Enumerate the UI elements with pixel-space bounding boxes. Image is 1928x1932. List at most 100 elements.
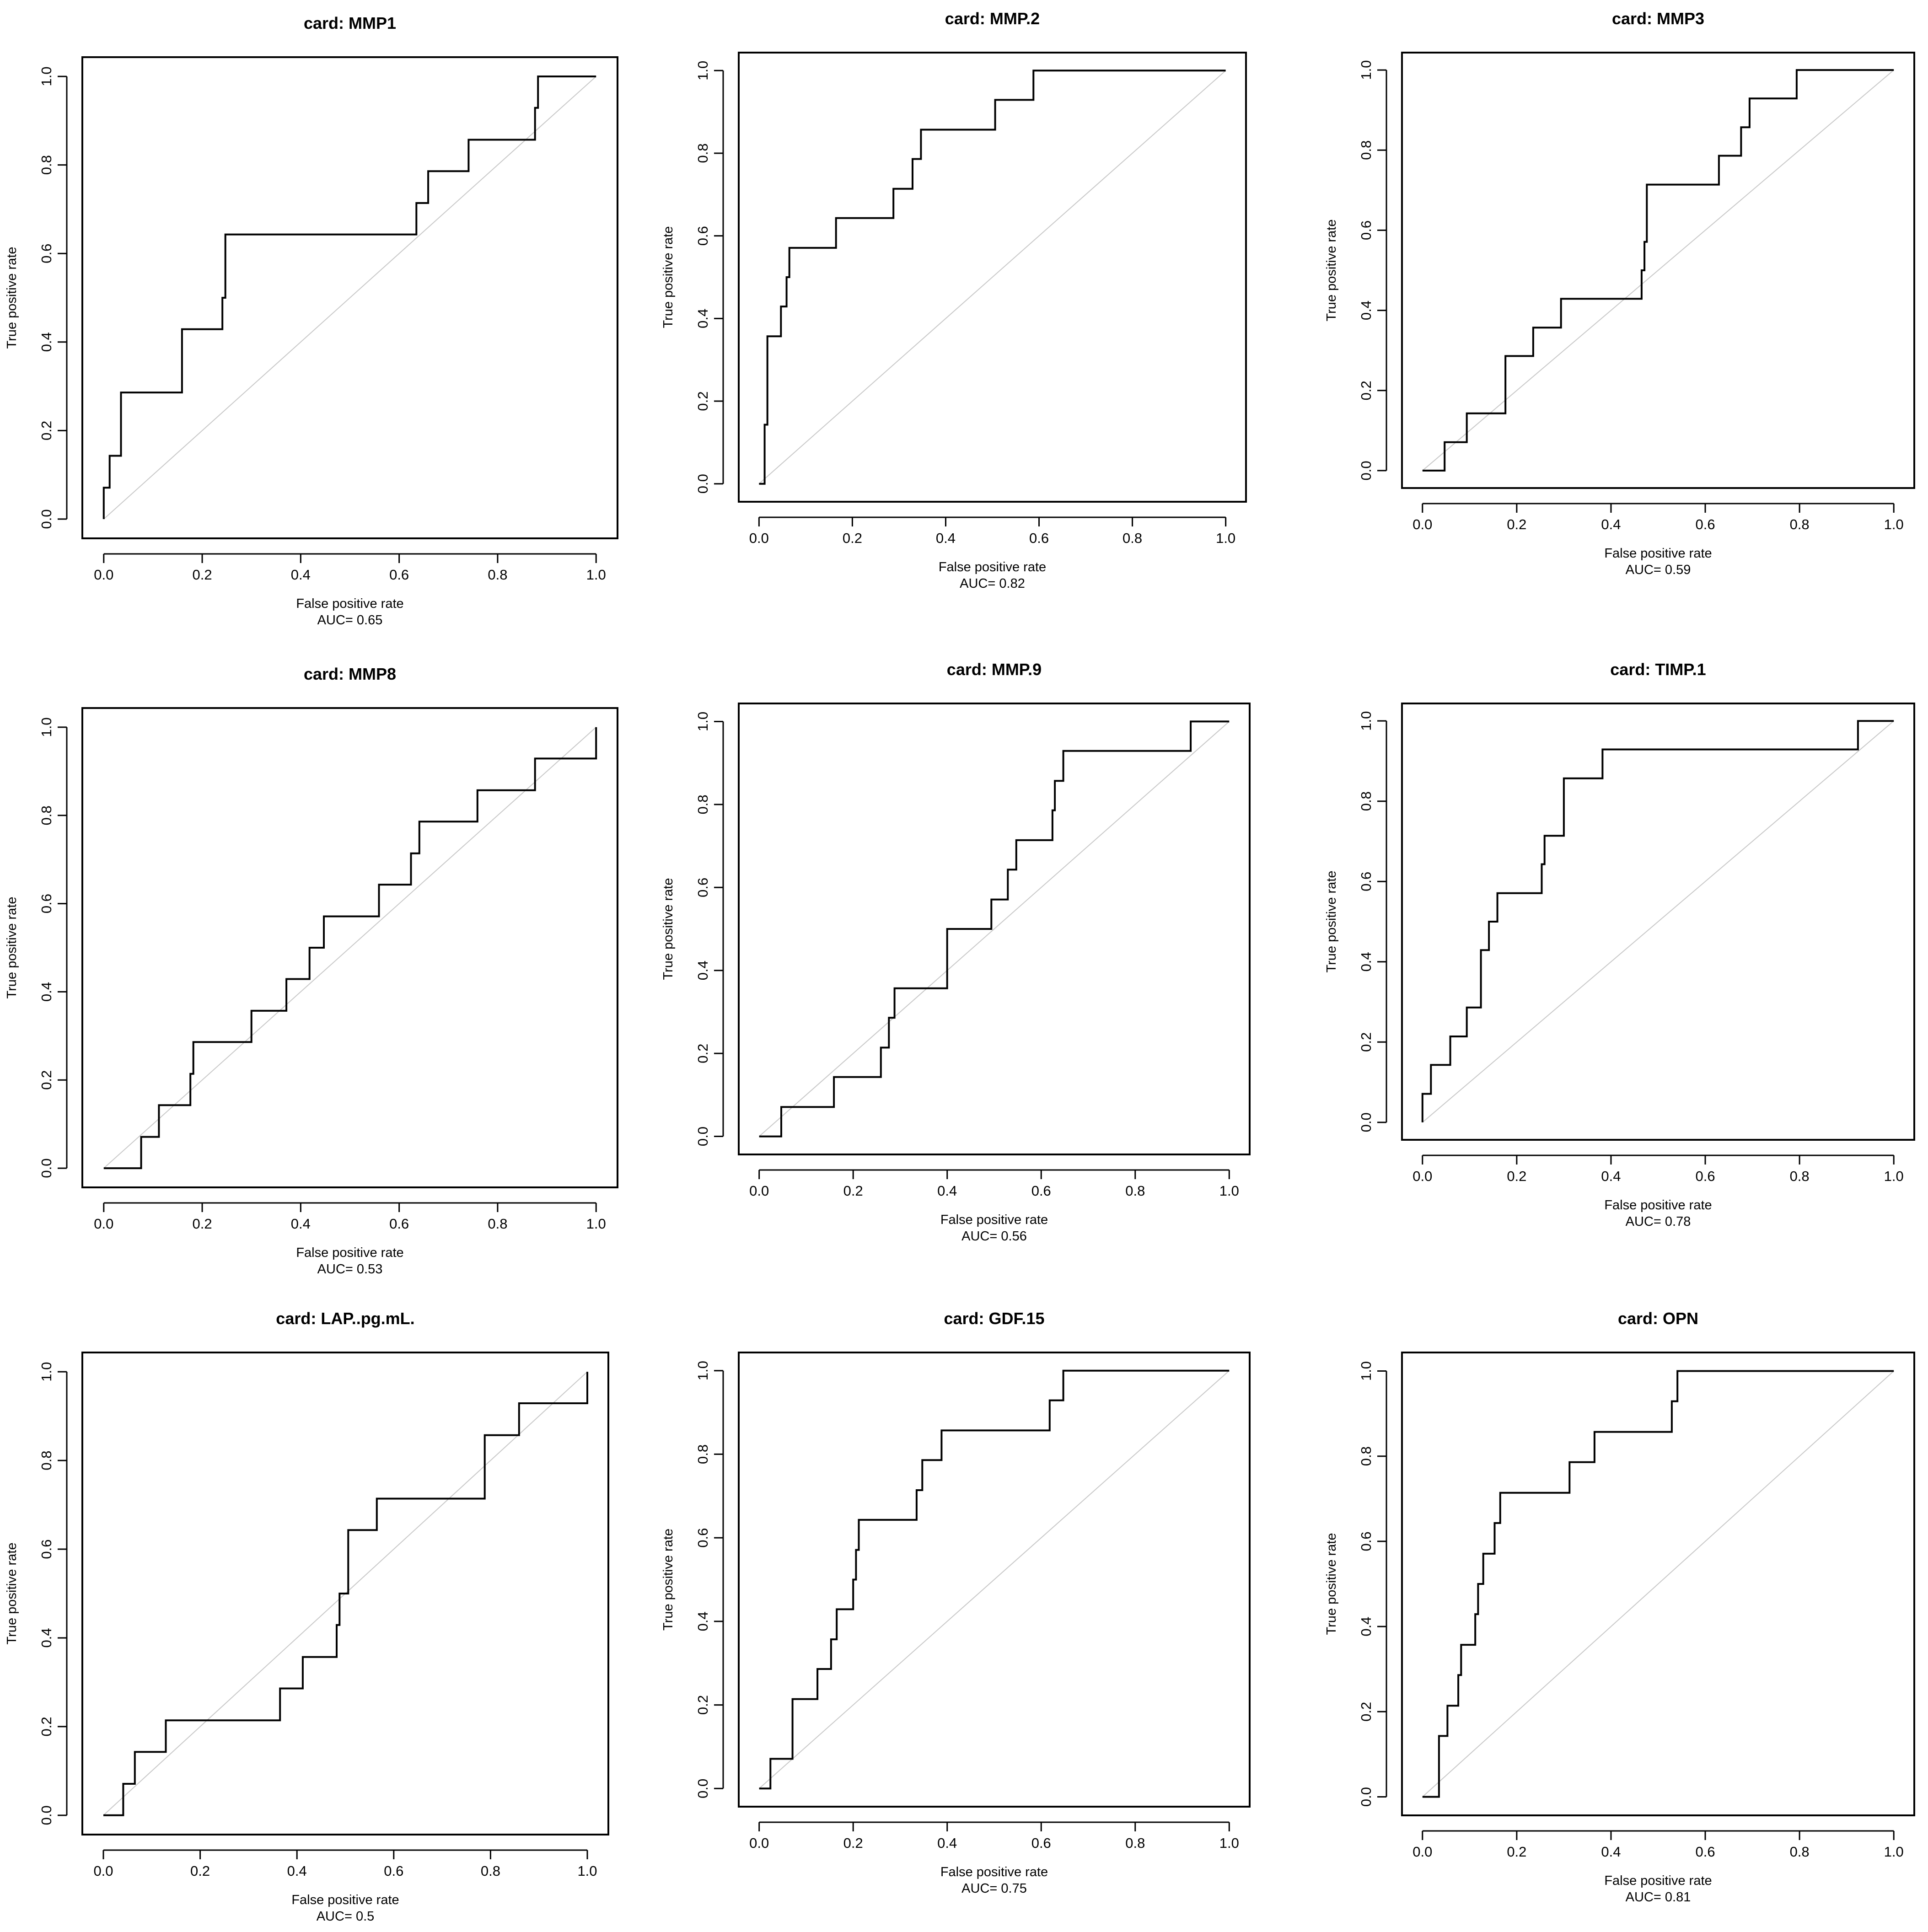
x-axis-label: False positive rate	[291, 1893, 399, 1907]
chance-diagonal	[103, 727, 596, 1169]
roc-curve	[759, 1369, 1230, 1790]
y-tick-label: 1.0	[1358, 711, 1374, 731]
auc-label: AUC= 0.75	[961, 1881, 1027, 1896]
x-axis-label: False positive rate	[939, 560, 1046, 574]
y-tick-label: 0.2	[1358, 1032, 1374, 1052]
roc-curve	[1422, 1370, 1894, 1798]
x-tick-label: 0.0	[94, 1216, 113, 1232]
x-tick-label: 0.4	[287, 1863, 307, 1879]
y-tick-label: 0.4	[38, 982, 54, 1002]
y-tick-label: 0.0	[695, 1779, 711, 1798]
y-tick-label: 1.0	[695, 1361, 711, 1380]
chart-title: card: MMP8	[304, 665, 396, 683]
y-tick-label: 0.0	[38, 1805, 54, 1825]
x-tick-label: 0.2	[1507, 1844, 1526, 1860]
x-tick-label: 1.0	[1219, 1835, 1239, 1851]
y-tick-label: 0.2	[1358, 1702, 1374, 1722]
auc-label: AUC= 0.56	[961, 1229, 1027, 1244]
roc-curve	[759, 70, 1226, 485]
plot-frame	[1401, 703, 1915, 1141]
y-tick-label: 0.0	[695, 1127, 711, 1146]
x-tick-label: 0.8	[481, 1863, 500, 1879]
y-tick-label: 0.8	[695, 794, 711, 814]
y-tick-label: 0.6	[695, 878, 711, 897]
y-axis-label: True positive rate	[661, 226, 676, 328]
y-tick-label: 0.8	[695, 1444, 711, 1464]
y-axis-label: True positive rate	[661, 1529, 676, 1631]
y-tick-label: 0.2	[695, 1695, 711, 1715]
chart-title: card: OPN	[1618, 1309, 1698, 1328]
y-tick-label: 1.0	[1358, 1361, 1374, 1381]
chance-diagonal	[1422, 1370, 1894, 1798]
x-tick-label: 0.6	[389, 567, 409, 583]
x-tick-label: 1.0	[1219, 1183, 1239, 1199]
x-tick-label: 0.4	[1601, 1844, 1621, 1860]
chance-diagonal	[759, 1370, 1230, 1789]
x-axis-label: False positive rate	[296, 596, 403, 611]
x-tick-label: 0.6	[1695, 1844, 1715, 1860]
y-tick-label: 0.4	[1358, 1617, 1374, 1637]
y-tick-label: 0.6	[38, 1539, 54, 1559]
roc-panel-8: card: GDF.15 0.0 0.2 0.4 0.6 0.8 1.0 0.0 0.2 0.4 0…	[661, 1309, 1251, 1896]
y-tick-label: 0.6	[38, 244, 54, 263]
y-tick-label: 0.8	[38, 1451, 54, 1470]
y-tick-label: 0.8	[38, 155, 54, 175]
plot-frame	[738, 703, 1251, 1155]
y-tick-label: 0.8	[1358, 791, 1374, 811]
x-axis-label: False positive rate	[940, 1865, 1048, 1879]
y-tick-label: 0.2	[38, 1070, 54, 1090]
x-axis-label: False positive rate	[1604, 1873, 1712, 1888]
y-tick-label: 0.2	[38, 1717, 54, 1736]
roc-curve	[102, 75, 596, 519]
x-axis-label: False positive rate	[296, 1245, 403, 1260]
y-tick-label: 0.6	[695, 226, 711, 246]
auc-label: AUC= 0.78	[1626, 1214, 1691, 1229]
x-tick-label: 0.2	[1507, 1168, 1526, 1184]
auc-label: AUC= 0.53	[317, 1262, 383, 1277]
x-tick-label: 0.0	[93, 1863, 113, 1879]
chance-diagonal	[758, 70, 1226, 484]
y-axis-label: True positive rate	[1324, 871, 1339, 973]
y-axis-label: True positive rate	[5, 897, 19, 999]
x-tick-label: 0.4	[1601, 516, 1621, 532]
y-tick-label: 0.6	[695, 1528, 711, 1548]
x-tick-label: 0.0	[1412, 1844, 1432, 1860]
x-tick-label: 0.4	[936, 530, 956, 546]
x-tick-label: 1.0	[586, 1216, 606, 1232]
y-tick-label: 1.0	[38, 1362, 54, 1382]
y-tick-label: 1.0	[695, 712, 711, 731]
x-tick-label: 0.0	[94, 567, 113, 583]
y-tick-label: 0.4	[695, 309, 711, 328]
y-tick-label: 0.8	[38, 805, 54, 825]
y-tick-label: 0.6	[1358, 872, 1374, 891]
y-axis-label: True positive rate	[1324, 220, 1339, 322]
chart-title: card: MMP.9	[947, 660, 1042, 679]
auc-label: AUC= 0.5	[317, 1909, 375, 1924]
y-tick-label: 1.0	[38, 67, 54, 86]
chart-title: card: LAP..pg.mL.	[276, 1309, 414, 1328]
roc-panel-3: card: MMP3 0.0 0.2 0.4 0.6 0.8 1.0 0.0 0.2 0.4 0.6…	[1324, 9, 1915, 577]
y-tick-label: 0.8	[1358, 1446, 1374, 1466]
chance-diagonal	[759, 721, 1230, 1137]
chart-title: card: GDF.15	[944, 1309, 1044, 1328]
auc-label: AUC= 0.65	[317, 613, 383, 628]
y-tick-label: 0.2	[695, 391, 711, 411]
auc-label: AUC= 0.82	[960, 576, 1025, 591]
y-tick-label: 0.4	[695, 1611, 711, 1631]
y-tick-label: 0.8	[695, 143, 711, 163]
x-tick-label: 1.0	[586, 567, 606, 583]
y-tick-label: 0.4	[38, 332, 54, 352]
y-tick-label: 0.0	[1358, 1787, 1374, 1807]
y-tick-label: 0.0	[695, 474, 711, 494]
y-tick-label: 0.4	[1358, 301, 1374, 320]
x-tick-label: 0.2	[193, 1216, 212, 1232]
roc-curve	[1422, 69, 1894, 472]
x-tick-label: 0.2	[1507, 516, 1526, 532]
x-tick-label: 0.8	[1125, 1183, 1145, 1199]
chart-title: card: MMP1	[304, 14, 396, 32]
chart-title: card: TIMP.1	[1610, 660, 1706, 679]
x-tick-label: 0.6	[1031, 1183, 1051, 1199]
plot-frame	[1401, 1352, 1915, 1816]
x-axis-label: False positive rate	[1604, 1198, 1712, 1213]
